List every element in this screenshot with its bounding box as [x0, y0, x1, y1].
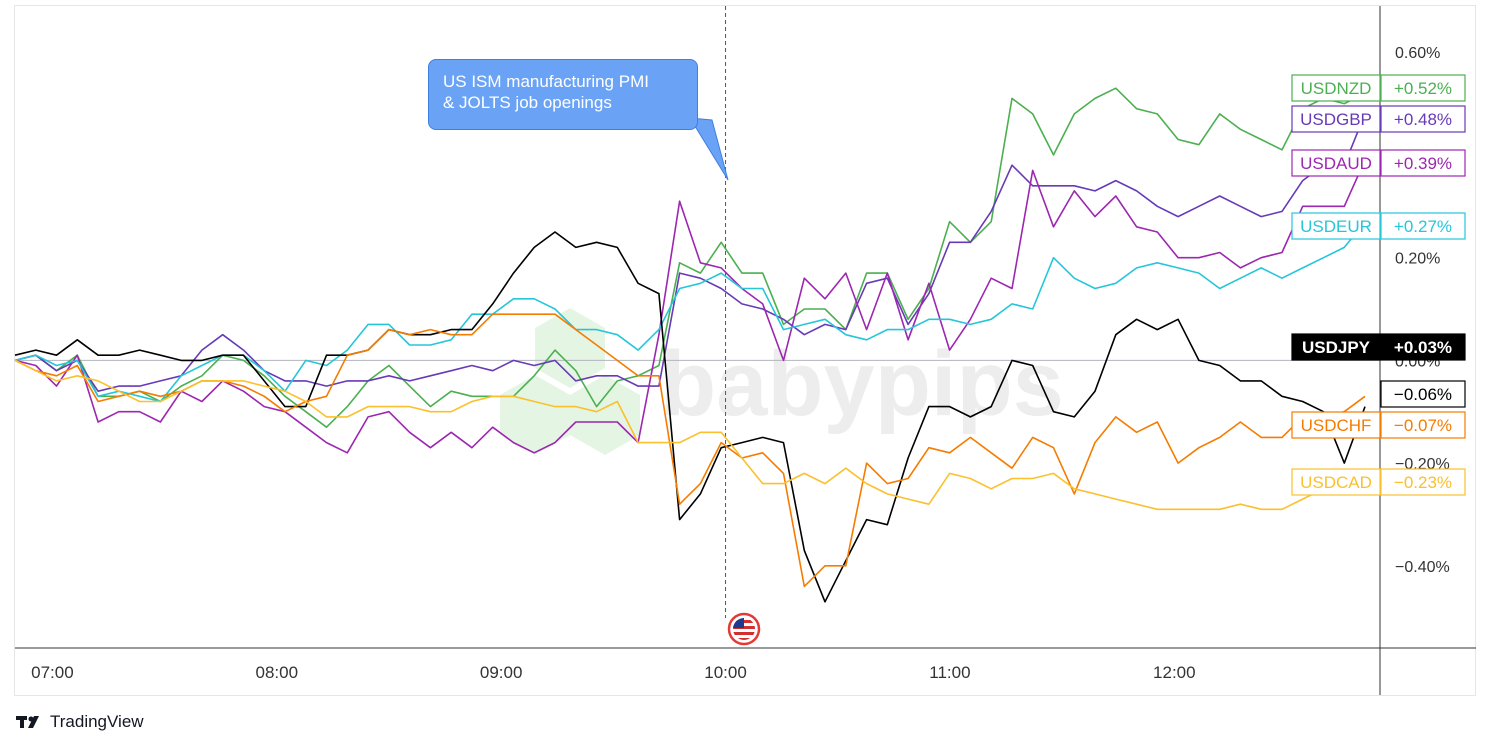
- plot-layer: [14, 6, 1380, 618]
- x-tick-label: 10:00: [704, 663, 747, 682]
- badge-name: USDJPY: [1302, 338, 1371, 357]
- callout-line-2: & JOLTS job openings: [443, 93, 612, 112]
- badge-name: USDEUR: [1300, 217, 1372, 236]
- us-flag-icon[interactable]: [727, 612, 761, 646]
- badge-usdaud[interactable]: USDAUD +0.39%: [1291, 149, 1466, 177]
- x-tick-label: 12:00: [1153, 663, 1196, 682]
- watermark: babypips: [500, 308, 1064, 455]
- event-callout[interactable]: US ISM manufacturing PMI & JOLTS job ope…: [428, 59, 698, 130]
- badge-value: −0.23%: [1394, 473, 1452, 492]
- x-tick-label: 11:00: [929, 663, 970, 682]
- tradingview-logo-text: TradingView: [50, 712, 144, 731]
- badge-extra-value: −0.06%: [1394, 385, 1452, 404]
- watermark-cube-icon: [500, 308, 640, 455]
- tradingview-logo-icon: [16, 716, 39, 728]
- callout-pointer: [689, 117, 729, 181]
- badge-name: USDCHF: [1301, 416, 1372, 435]
- legend-badges: USDNZD +0.52% USDGBP +0.48% USDAUD +0.39% USDE…: [1291, 74, 1466, 496]
- badge-name: USDCAD: [1300, 473, 1372, 492]
- x-tick-label: 08:00: [256, 663, 299, 682]
- badge-name: USDGBP: [1300, 110, 1372, 129]
- series-line-usdgbp: [14, 113, 1366, 393]
- badge-value: +0.39%: [1394, 154, 1452, 173]
- badge-value: +0.48%: [1394, 110, 1452, 129]
- badge-name: USDNZD: [1301, 79, 1372, 98]
- x-tick-label: 07:00: [31, 663, 74, 682]
- series-line-usdcad: [14, 359, 1365, 511]
- badge-usdeur[interactable]: USDEUR +0.27%: [1291, 212, 1466, 240]
- badge-name: USDAUD: [1300, 154, 1372, 173]
- y-tick-label: 0.20%: [1395, 251, 1440, 268]
- badge-extra[interactable]: −0.06%: [1380, 380, 1466, 408]
- series-line-usdaud: [14, 159, 1366, 454]
- badge-usdjpy[interactable]: USDJPY +0.03%: [1291, 333, 1466, 361]
- badge-usdcad[interactable]: USDCAD −0.23%: [1291, 468, 1466, 496]
- tradingview-logo[interactable]: TradingView: [16, 712, 144, 732]
- series-line-usdnzd: [14, 87, 1366, 429]
- badge-value: +0.52%: [1394, 79, 1452, 98]
- y-tick-label: −0.40%: [1395, 559, 1450, 576]
- callout-line-1: US ISM manufacturing PMI: [443, 72, 649, 91]
- badge-usdchf[interactable]: USDCHF −0.07%: [1291, 411, 1466, 439]
- series-line-usdchf: [14, 313, 1366, 588]
- badge-value: +0.03%: [1394, 338, 1452, 357]
- badge-value: +0.27%: [1394, 217, 1452, 236]
- y-tick-label: 0.60%: [1395, 45, 1440, 62]
- series-line-usdjpy: [14, 231, 1366, 603]
- badge-value: −0.07%: [1394, 416, 1452, 435]
- watermark-text: babypips: [660, 333, 1064, 435]
- x-tick-label: 09:00: [480, 663, 523, 682]
- badge-usdnzd[interactable]: USDNZD +0.52%: [1291, 74, 1466, 102]
- badge-usdgbp[interactable]: USDGBP +0.48%: [1291, 105, 1466, 133]
- chart-frame: [14, 5, 1476, 696]
